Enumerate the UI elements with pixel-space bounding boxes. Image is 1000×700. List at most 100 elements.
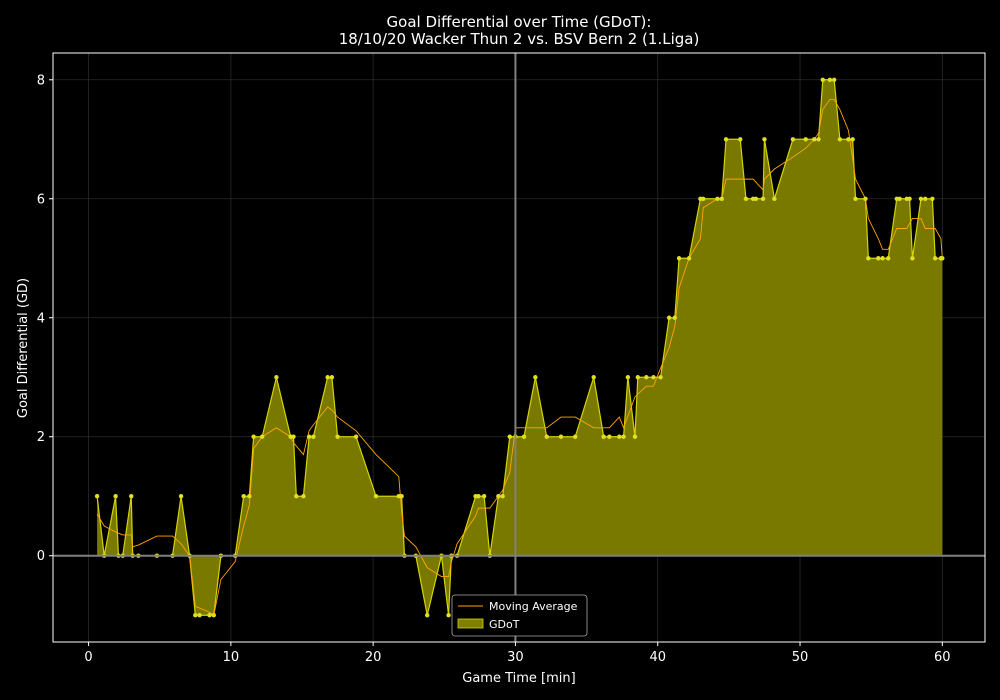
- gdot-point: [846, 137, 851, 142]
- y-axis-label: Goal Differential (GD): [16, 278, 31, 418]
- gdot-point: [573, 434, 578, 439]
- gdot-point: [816, 137, 821, 142]
- gdot-point: [762, 137, 767, 142]
- gdot-point: [325, 375, 330, 380]
- gdot-point: [743, 196, 749, 201]
- plot-frame: [52, 52, 986, 643]
- gdot-point: [803, 137, 808, 142]
- gdot-point: [760, 196, 766, 201]
- gdot-point: [617, 434, 622, 439]
- gdot-point: [306, 434, 312, 439]
- moving-average-layer: [96, 98, 943, 616]
- gdot-point: [837, 137, 843, 142]
- gdot-point: [715, 196, 720, 201]
- gdot-markers: [94, 77, 945, 618]
- gdot-point: [701, 196, 706, 201]
- gdot-point: [197, 613, 202, 618]
- gdot-point: [863, 196, 868, 201]
- gdot-point: [607, 434, 612, 439]
- gdot-point: [496, 494, 501, 499]
- gdot-point: [399, 494, 404, 499]
- gdot-area-layer: [96, 79, 943, 616]
- gdot-point: [211, 613, 216, 618]
- gdot-point: [178, 494, 184, 499]
- gdot-point: [544, 434, 549, 439]
- legend-moving-average-label: Moving Average: [489, 600, 578, 613]
- gdot-point: [686, 256, 692, 261]
- gdot-point: [850, 137, 855, 142]
- gdot-point: [207, 613, 212, 618]
- gdot-point: [866, 256, 871, 261]
- gdot-point: [790, 137, 796, 142]
- gdot-area-fill: [97, 79, 943, 616]
- x-tick-label: 20: [365, 650, 382, 665]
- x-tick-label: 0: [84, 650, 92, 665]
- gdot-point: [632, 434, 638, 439]
- gdot-point: [94, 494, 100, 499]
- gdot-point: [481, 494, 487, 499]
- gdot-point: [329, 375, 335, 380]
- gdot-point: [425, 613, 430, 618]
- gdot-point: [241, 494, 246, 499]
- reference-lines: [53, 53, 985, 642]
- gdot-point: [723, 137, 729, 142]
- gdot-point: [373, 494, 379, 499]
- gdot-point: [521, 434, 527, 439]
- gdot-point: [907, 196, 912, 201]
- gdot-point: [886, 256, 891, 261]
- y-tick-label: 2: [37, 430, 45, 445]
- gdot-point: [500, 494, 505, 499]
- y-tick-label: 0: [37, 549, 45, 564]
- gdot-point: [311, 434, 316, 439]
- gdot-point: [932, 256, 938, 261]
- axes: [52, 52, 986, 643]
- gdot-point: [910, 256, 915, 261]
- gdot-point: [294, 494, 299, 499]
- gdot-point: [651, 375, 656, 380]
- gdot-point: [930, 196, 935, 201]
- gdot-point: [558, 434, 564, 439]
- gdot-point: [113, 494, 118, 499]
- gdot-point: [476, 494, 481, 499]
- gdot-point: [193, 613, 198, 618]
- gdot-point: [353, 434, 359, 439]
- x-tick-label: 40: [649, 650, 666, 665]
- moving-average-line: [96, 98, 943, 616]
- gdot-point: [853, 196, 858, 201]
- gdot-point: [259, 434, 265, 439]
- y-tick-label: 4: [37, 311, 45, 326]
- legend: Moving Average GDoT: [451, 594, 588, 637]
- gdot-point: [601, 434, 606, 439]
- gdot-point: [301, 494, 306, 499]
- gdot-point: [672, 315, 678, 320]
- gdot-point: [335, 434, 340, 439]
- gdot-point: [719, 196, 724, 201]
- legend-box: [451, 594, 588, 637]
- gdot-point: [827, 77, 833, 82]
- gdot-point: [812, 137, 817, 142]
- x-tick-label: 60: [934, 650, 951, 665]
- gdot-point: [918, 196, 924, 201]
- x-tick-label: 50: [792, 650, 809, 665]
- ticks: 0 10 20 30 40 50 60 0 2 4 6 8: [37, 73, 951, 665]
- chart-title-line2: 18/10/20 Wacker Thun 2 vs. BSV Bern 2 (1…: [339, 30, 700, 48]
- gdot-point: [625, 375, 631, 380]
- gdot-point: [644, 375, 649, 380]
- gdot-point: [897, 196, 902, 201]
- gdot-point: [738, 137, 743, 142]
- gdot-point: [129, 494, 134, 499]
- gdot-point: [251, 434, 256, 439]
- gdot-point: [876, 256, 881, 261]
- gdot-point: [676, 256, 682, 261]
- gdot-point: [507, 434, 512, 439]
- y-tick-label: 6: [37, 192, 45, 207]
- gdot-point: [533, 375, 538, 380]
- legend-gdot-swatch: [457, 618, 484, 629]
- chart-title-line1: Goal Differential over Time (GDoT):: [387, 13, 652, 31]
- gdot-point: [666, 315, 672, 320]
- gdot-point: [923, 196, 928, 201]
- x-axis-label: Game Time [min]: [462, 671, 575, 686]
- gdot-point: [831, 77, 837, 82]
